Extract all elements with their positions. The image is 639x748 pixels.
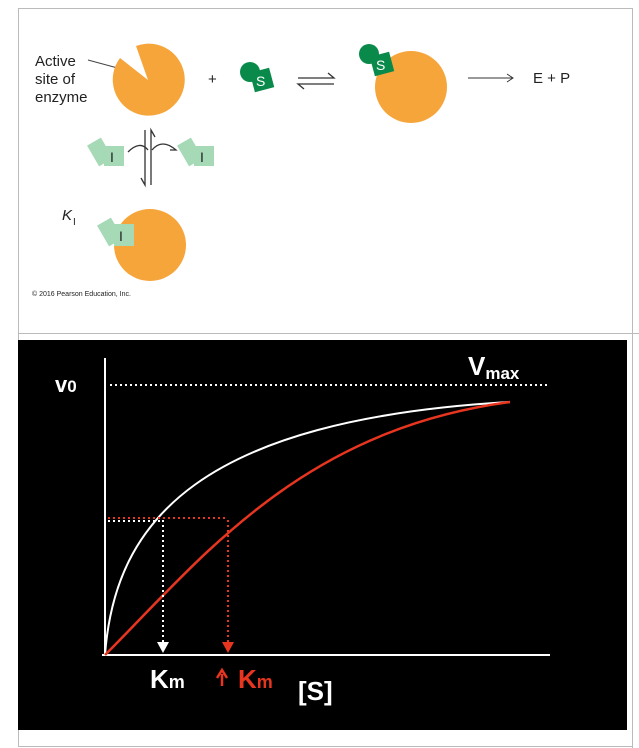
kinetics-graph: v0 Vmax Km Km [S] [18, 340, 627, 730]
y-axis-label: v0 [55, 372, 77, 397]
binding-arrows [127, 127, 178, 188]
copyright: © 2016 Pearson Education, Inc. [32, 290, 131, 298]
enzyme [112, 43, 185, 116]
reaction-arrow [468, 73, 514, 83]
ki-subscript: I [73, 217, 76, 228]
arrowhead [157, 642, 169, 653]
inhibitor-label: I [110, 149, 114, 165]
symbol: v [55, 372, 68, 397]
label-line: enzyme [35, 89, 88, 106]
inhibitor-part [194, 146, 214, 166]
arrowhead [222, 642, 234, 653]
x-axis-label: [S] [298, 676, 333, 706]
top-diagram: Active site of enzyme + S S E + P I I K … [32, 43, 570, 298]
inhibitor-label: I [200, 149, 204, 165]
uninhibited-curve [104, 401, 511, 656]
substrate-body [369, 51, 395, 77]
inhibitor-part [114, 224, 134, 246]
subscript: max [485, 364, 520, 383]
km-label: Km [150, 664, 185, 694]
symbol: K [150, 664, 169, 694]
products: E + P [533, 70, 570, 87]
symbol: K [238, 664, 257, 694]
subscript: 0 [67, 377, 76, 396]
shift-arrow [215, 667, 229, 686]
symbol: V [468, 351, 486, 381]
inhibitor-label: I [119, 228, 123, 244]
plus-sign: + [208, 71, 217, 88]
km-inhibited-label: Km [238, 664, 273, 694]
graph-background [18, 340, 627, 730]
ki-symbol: K [62, 207, 73, 224]
substrate-body [249, 67, 275, 93]
substrate-label: S [256, 73, 265, 89]
inhibitor-part [104, 146, 124, 166]
equilibrium-arrows [296, 72, 336, 90]
label-line: site of [35, 71, 76, 88]
label-line: Active [35, 53, 76, 70]
subscript: m [169, 672, 185, 692]
vmax-label: Vmax [468, 351, 520, 383]
inhibited-curve [104, 400, 511, 656]
subscript: m [257, 672, 273, 692]
substrate-label: S [376, 57, 385, 73]
